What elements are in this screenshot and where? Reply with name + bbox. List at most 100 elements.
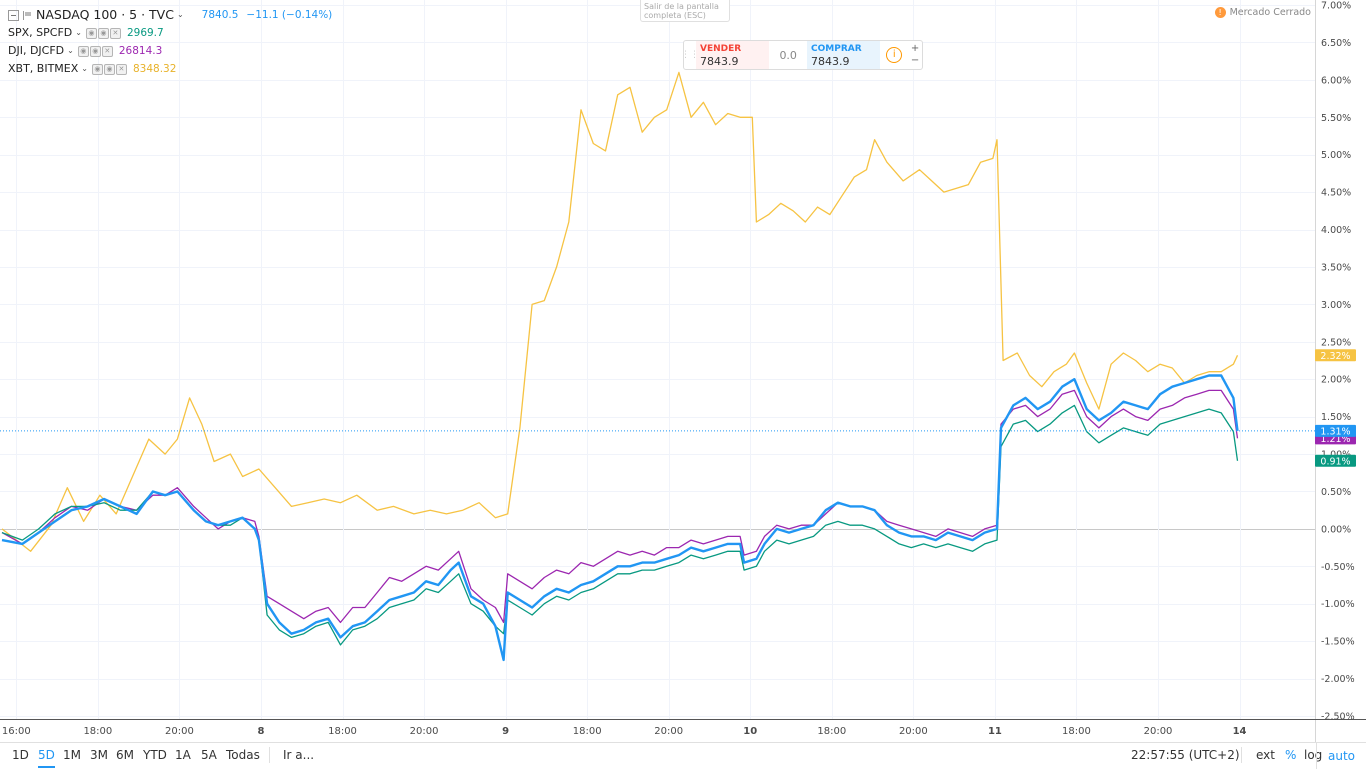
- market-closed-icon: !: [1214, 7, 1226, 18]
- collapse-legend-icon[interactable]: [8, 9, 19, 21]
- exit-fullscreen-line2: completa (ESC): [644, 11, 706, 20]
- series-line-dji-djcfd[interactable]: [1, 389, 1239, 624]
- close-icon[interactable]: ✕: [109, 27, 121, 39]
- market-status-text: Mercado Cerrado: [1229, 7, 1311, 18]
- buy-button[interactable]: COMPRAR 7843.9: [807, 41, 881, 69]
- y-tick-label: -1.50%: [1321, 637, 1355, 648]
- percent-scale-toggle[interactable]: %: [1285, 748, 1297, 762]
- goto-date-button[interactable]: Ir a...: [283, 748, 315, 762]
- exit-fullscreen-hint[interactable]: Salir de la pantalla completa (ESC): [640, 0, 730, 22]
- visibility-icon[interactable]: ◉: [91, 63, 103, 75]
- divider: [1241, 747, 1242, 763]
- x-tick-label: 18:00: [817, 726, 846, 737]
- x-tick-label: 8: [257, 726, 264, 737]
- last-value-label: 0.91%: [1320, 456, 1350, 467]
- settings-icon[interactable]: ◉: [97, 27, 109, 39]
- legend-row-xbt: XBT, BITMEX ⌄ ◉ ◉ ✕ 8348.32: [8, 60, 332, 78]
- range-1a-button[interactable]: 1A: [175, 748, 191, 762]
- last-value-badge: [1315, 424, 1356, 437]
- range-6m-button[interactable]: 6M: [116, 748, 134, 762]
- range-3m-button[interactable]: 3M: [90, 748, 108, 762]
- sell-button[interactable]: VENDER 7843.9: [696, 41, 770, 69]
- y-tick-label: 3.50%: [1321, 262, 1351, 273]
- legend-row-dji: DJI, DJCFD ⌄ ◉ ◉ ✕ 26814.3: [8, 42, 332, 60]
- y-tick-label: 6.00%: [1321, 75, 1351, 86]
- x-tick-label: 10: [743, 726, 757, 737]
- extended-hours-toggle[interactable]: ext: [1256, 748, 1275, 762]
- settings-icon[interactable]: ◉: [103, 63, 115, 75]
- trade-panel: ⋮⋮ VENDER 7843.9 0.0 COMPRAR 7843.9 i + …: [683, 40, 923, 70]
- last-value-label: 2.32%: [1320, 351, 1350, 362]
- flag-icon[interactable]: [23, 10, 32, 20]
- main-change: −11.1 (−0.14%): [246, 9, 333, 21]
- x-tick-label: 11: [988, 726, 1002, 737]
- last-value-badge: [1315, 454, 1356, 467]
- y-tick-label: 4.00%: [1321, 225, 1351, 236]
- bottom-toolbar: 1D 5D 1M 3M 6M YTD 1A 5A Todas Ir a... 2…: [0, 742, 1366, 769]
- comparison-price: 2969.7: [126, 27, 164, 39]
- x-tick-label: 20:00: [1144, 726, 1173, 737]
- y-tick-label: 0.50%: [1321, 487, 1351, 498]
- range-1m-button[interactable]: 1M: [63, 748, 81, 762]
- x-tick-label: 18:00: [83, 726, 112, 737]
- comparison-symbol[interactable]: SPX, SPCFD: [8, 26, 73, 39]
- y-tick-label: 1.50%: [1321, 412, 1351, 423]
- main-symbol-title[interactable]: NASDAQ 100 · 5 · TVC: [36, 7, 174, 22]
- x-tick-label: 20:00: [654, 726, 683, 737]
- quantity-stepper[interactable]: + −: [908, 41, 922, 69]
- x-tick-label: 16:00: [2, 726, 31, 737]
- visibility-icon[interactable]: ◉: [77, 45, 89, 57]
- sell-label: VENDER: [700, 44, 742, 54]
- settings-icon[interactable]: ◉: [89, 45, 101, 57]
- plus-icon[interactable]: +: [910, 43, 920, 54]
- sell-price: 7843.9: [700, 55, 739, 68]
- y-tick-label: -0.50%: [1321, 562, 1355, 573]
- drag-handle-icon[interactable]: ⋮⋮: [684, 50, 699, 60]
- close-icon[interactable]: ✕: [101, 45, 113, 57]
- y-tick-label: 7.00%: [1321, 1, 1351, 12]
- y-tick-label: -2.00%: [1321, 674, 1355, 685]
- market-status[interactable]: ! Mercado Cerrado: [1214, 7, 1311, 18]
- log-scale-toggle[interactable]: log: [1304, 748, 1323, 762]
- exit-fullscreen-line1: Salir de la pantalla: [644, 2, 719, 11]
- y-tick-label: -1.00%: [1321, 599, 1355, 610]
- x-tick-label: 9: [502, 726, 509, 737]
- comparison-price: 26814.3: [118, 45, 163, 57]
- chart-canvas[interactable]: 7.00% 6.50% 6.00% 5.50% 5.00% 4.50% 4.00% 3.50%…: [0, 0, 1366, 742]
- series-line-nasdaq-100[interactable]: [1, 374, 1239, 662]
- comparison-symbol[interactable]: DJI, DJCFD: [8, 44, 65, 57]
- divider: [269, 747, 270, 763]
- clock-timezone[interactable]: 22:57:55 (UTC+2): [1131, 748, 1240, 762]
- series-line-xbt-bitmex[interactable]: [1, 71, 1239, 552]
- legend-main-row: NASDAQ 100 · 5 · TVC ⌄ 7840.5 −11.1 (−0.…: [8, 6, 332, 24]
- range-1d-button[interactable]: 1D: [12, 748, 29, 762]
- x-tick-label: 18:00: [1062, 726, 1091, 737]
- visibility-icon[interactable]: ◉: [85, 27, 97, 39]
- spread-value: 0.0: [779, 48, 797, 62]
- chevron-down-icon[interactable]: ⌄: [176, 10, 184, 19]
- series-line-spx-spcfd[interactable]: [1, 404, 1239, 646]
- range-5a-button[interactable]: 5A: [201, 748, 217, 762]
- close-icon[interactable]: ✕: [115, 63, 127, 75]
- chevron-down-icon[interactable]: ⌄: [81, 64, 88, 73]
- x-tick-label: 14: [1233, 726, 1247, 737]
- chevron-down-icon[interactable]: ⌄: [67, 46, 74, 55]
- chevron-down-icon[interactable]: ⌄: [75, 28, 82, 37]
- legend-row-spx: SPX, SPCFD ⌄ ◉ ◉ ✕ 2969.7: [8, 24, 332, 42]
- y-tick-label: 2.00%: [1321, 375, 1351, 386]
- y-tick-label: 3.00%: [1321, 300, 1351, 311]
- minus-icon[interactable]: −: [910, 55, 920, 66]
- range-ytd-button[interactable]: YTD: [143, 748, 167, 762]
- x-tick-label: 18:00: [573, 726, 602, 737]
- legend: NASDAQ 100 · 5 · TVC ⌄ 7840.5 −11.1 (−0.…: [8, 6, 332, 78]
- info-button[interactable]: i: [880, 41, 908, 69]
- range-all-button[interactable]: Todas: [226, 748, 260, 762]
- comparison-symbol[interactable]: XBT, BITMEX: [8, 62, 79, 75]
- buy-label: COMPRAR: [811, 44, 862, 54]
- auto-scale-toggle[interactable]: auto: [1327, 749, 1355, 763]
- last-value-label: 1.21%: [1320, 434, 1350, 445]
- last-value-badge: [1315, 349, 1356, 362]
- range-5d-button[interactable]: 5D: [38, 748, 55, 768]
- buy-price: 7843.9: [811, 55, 850, 68]
- chart-settings-button[interactable]: auto: [1316, 743, 1366, 769]
